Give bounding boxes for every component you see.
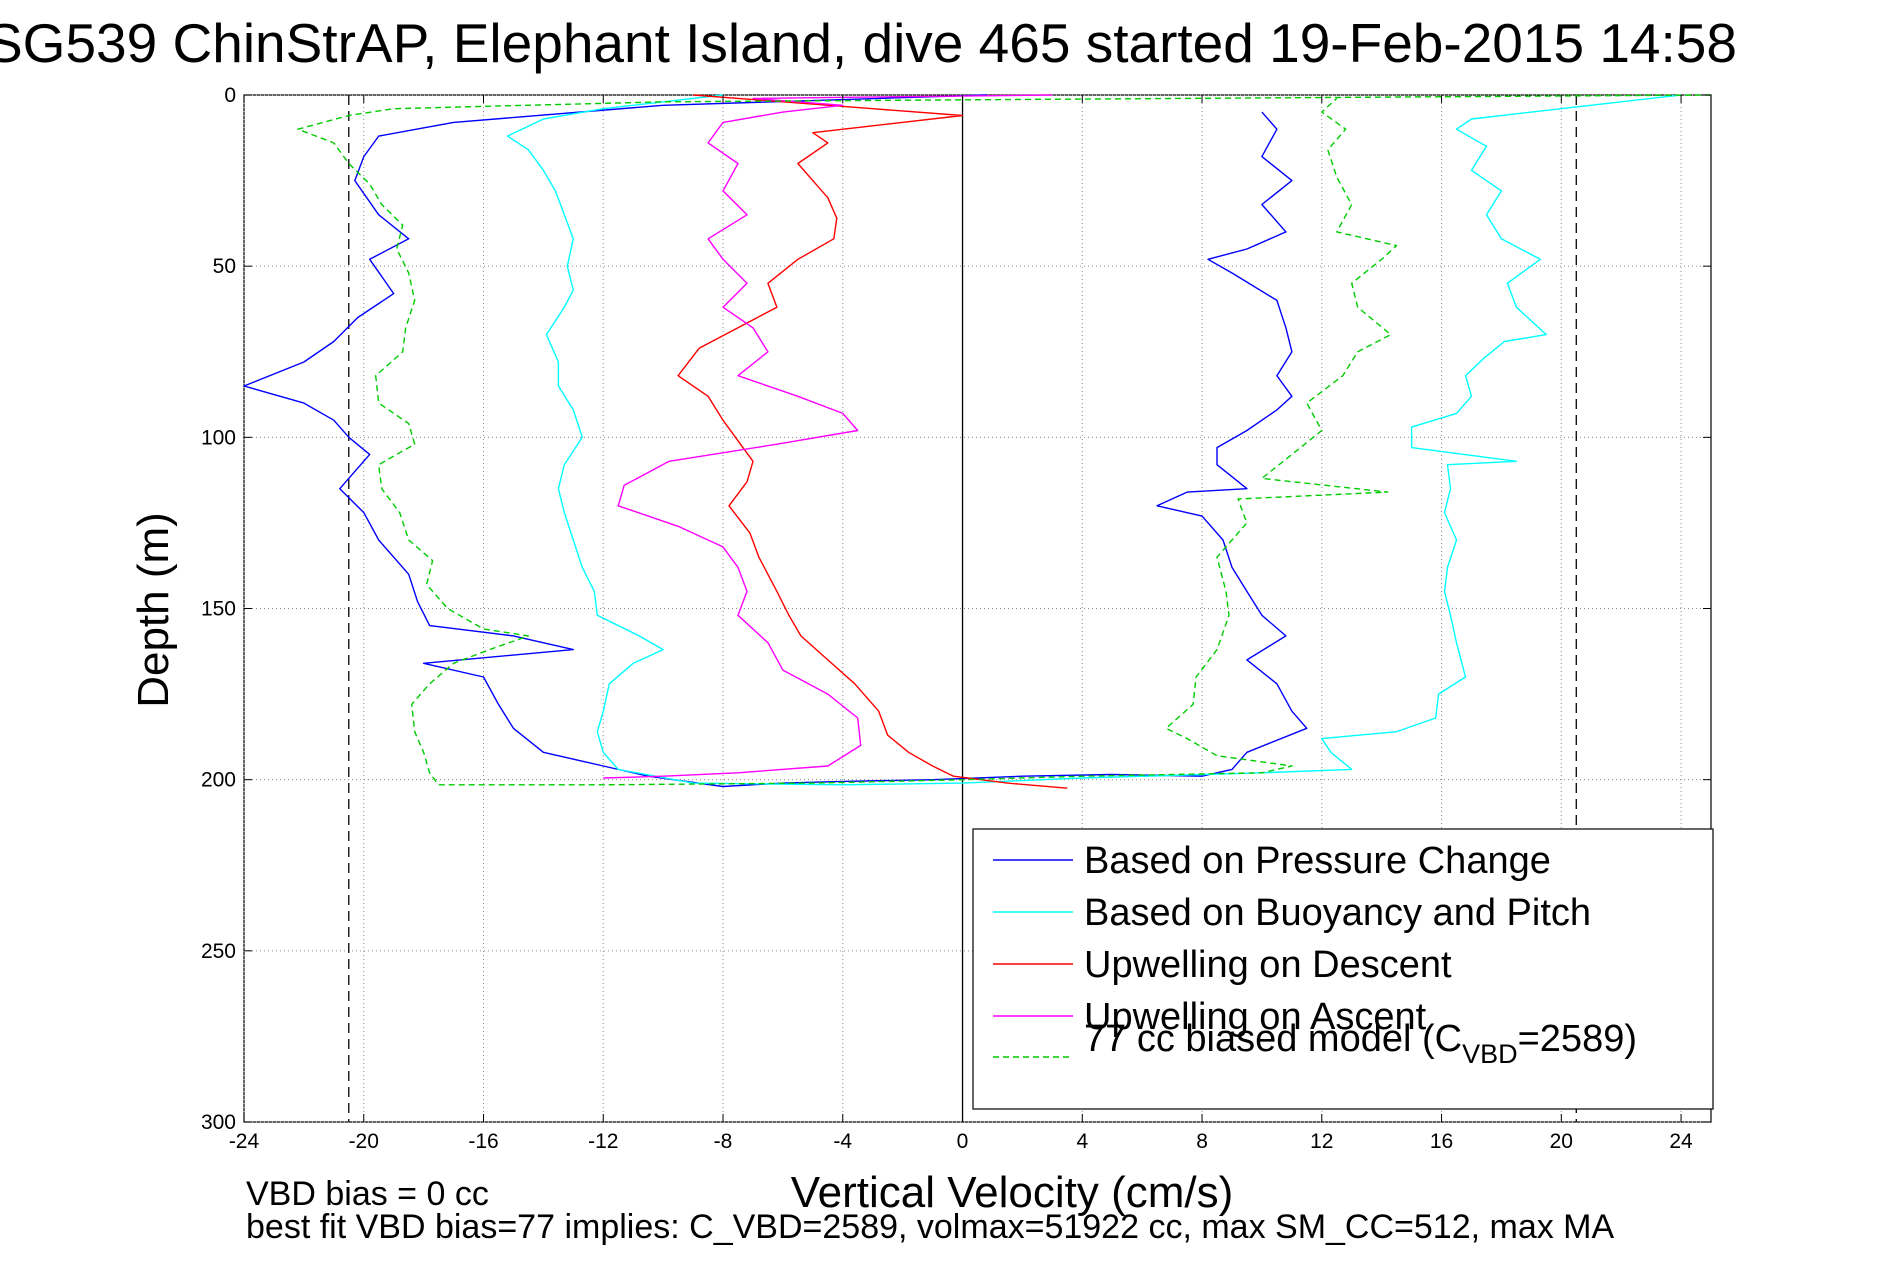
legend-label: Upwelling on Ascent (1084, 996, 1427, 1038)
x-tick-label: 0 (957, 1130, 969, 1153)
legend-label-suffix: =2589) (1518, 1018, 1637, 1060)
x-tick-label: 4 (1076, 1130, 1088, 1153)
x-tick-label: -24 (229, 1130, 260, 1153)
x-tick-label: 8 (1196, 1130, 1208, 1153)
y-tick-label: 250 (201, 940, 236, 963)
legend-box (972, 828, 1714, 1110)
y-tick-label: 100 (201, 426, 236, 449)
legend-label-subscript: VBD (1462, 1039, 1518, 1069)
legend-label-prefix: 77 cc biased model (C (1084, 1018, 1462, 1060)
x-tick-label: 24 (1669, 1130, 1693, 1153)
y-tick-label: 300 (201, 1111, 236, 1134)
x-tick-label: 12 (1310, 1130, 1333, 1153)
series-line-5 (297, 94, 1712, 786)
series-line-3 (677, 94, 1068, 789)
x-tick-label: -20 (349, 1130, 379, 1153)
y-tick-label: 200 (201, 769, 236, 792)
x-tick-label: -16 (468, 1130, 498, 1153)
series-line-2 (506, 94, 1682, 786)
legend-label: Based on Pressure Change (1084, 840, 1551, 882)
series-line-4 (603, 94, 1053, 779)
chart-title: SG539 ChinStrAP, Elephant Island, dive 4… (0, 12, 1737, 74)
x-tick-label: 16 (1430, 1130, 1453, 1153)
legend-label: Based on Buoyancy and Pitch (1084, 892, 1591, 934)
x-tick-label: -12 (588, 1130, 618, 1153)
y-tick-label: 0 (224, 84, 236, 107)
x-tick-label: -8 (714, 1130, 733, 1153)
legend: Based on Pressure Change Based on Buoyanc… (972, 828, 1714, 1110)
y-axis-label: Depth (m) (129, 512, 178, 708)
legend-label: Upwelling on Descent (1084, 944, 1452, 986)
x-axis-label: Vertical Velocity (cm/s) (791, 1168, 1234, 1217)
y-tick-label: 50 (213, 255, 236, 278)
legend-label: 77 cc biased model (CVBD=2589) (1084, 1018, 1637, 1069)
y-tick-label: 150 (201, 598, 236, 621)
bias-note: VBD bias = 0 cc (246, 1175, 489, 1213)
x-tick-label: 20 (1550, 1130, 1573, 1153)
best-fit-note: best fit VBD bias=77 implies: C_VBD=2589… (246, 1208, 1615, 1246)
series-line-1 (243, 94, 1308, 788)
y-ticks: 0 50 100 150 200 250 300 (201, 84, 1711, 1134)
legend-entries: Based on Pressure Change Based on Buoyanc… (993, 840, 1637, 1069)
x-ticks: -24 -20 -16 -12 -8 -4 0 4 8 12 16 20 24 (229, 95, 1693, 1153)
plot-area: -24 -20 -16 -12 -8 -4 0 4 8 12 16 20 24 0 50 100 150 200… (201, 84, 1712, 1153)
series-layer (243, 94, 1712, 789)
grid (243, 94, 1711, 1123)
x-tick-label: -4 (833, 1130, 852, 1153)
